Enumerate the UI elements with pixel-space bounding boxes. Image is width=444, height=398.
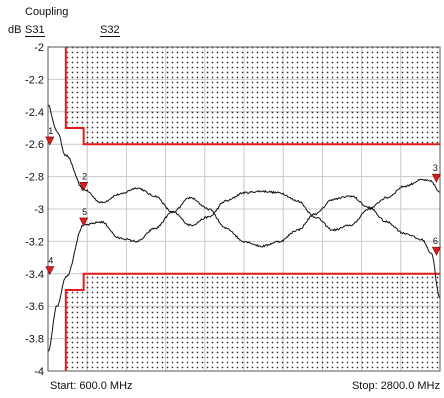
legend-s31[interactable]: S31 bbox=[25, 24, 45, 37]
upper-limit-region bbox=[65, 47, 441, 145]
y-axis-unit: dB bbox=[8, 24, 22, 36]
trace-s32 bbox=[47, 195, 441, 353]
y-tick-label: -2.2 bbox=[25, 74, 44, 86]
marker-5-icon bbox=[79, 217, 89, 227]
marker-1-icon bbox=[45, 136, 55, 146]
y-tick-label: -3.8 bbox=[25, 334, 44, 346]
marker-label: 1 bbox=[48, 126, 53, 136]
y-tick-label: -4 bbox=[34, 366, 44, 378]
marker-6-icon bbox=[431, 246, 441, 256]
marker-3-icon bbox=[431, 173, 441, 183]
start-frequency-label: Start: 600.0 MHz bbox=[50, 380, 133, 392]
upper-limit-line bbox=[64, 47, 440, 146]
chart-title: Coupling bbox=[25, 6, 69, 18]
lower-limit-line bbox=[64, 272, 440, 371]
legend-s32[interactable]: S32 bbox=[100, 24, 120, 37]
marker-label: 2 bbox=[82, 171, 87, 181]
plot-border bbox=[47, 46, 441, 372]
y-tick-label: -2.4 bbox=[25, 107, 44, 119]
y-tick-label: -2.6 bbox=[25, 139, 44, 151]
trace-s31 bbox=[47, 104, 441, 232]
y-tick-label: -2.8 bbox=[25, 172, 44, 184]
marker-4-icon bbox=[45, 266, 55, 276]
marker-label: 6 bbox=[433, 236, 438, 246]
lower-limit-region bbox=[65, 273, 441, 371]
stop-frequency-label: Stop: 2800.0 MHz bbox=[351, 380, 440, 392]
y-tick-label: -3 bbox=[34, 204, 44, 216]
y-tick-label: -3.4 bbox=[25, 269, 44, 281]
y-tick-label: -2 bbox=[34, 42, 44, 54]
y-tick-label: -3.6 bbox=[25, 301, 44, 313]
marker-label: 3 bbox=[433, 163, 438, 173]
marker-label: 4 bbox=[48, 256, 53, 266]
marker-2-icon bbox=[79, 182, 89, 191]
marker-label: 5 bbox=[82, 207, 87, 217]
y-tick-label: -3.2 bbox=[25, 236, 44, 248]
